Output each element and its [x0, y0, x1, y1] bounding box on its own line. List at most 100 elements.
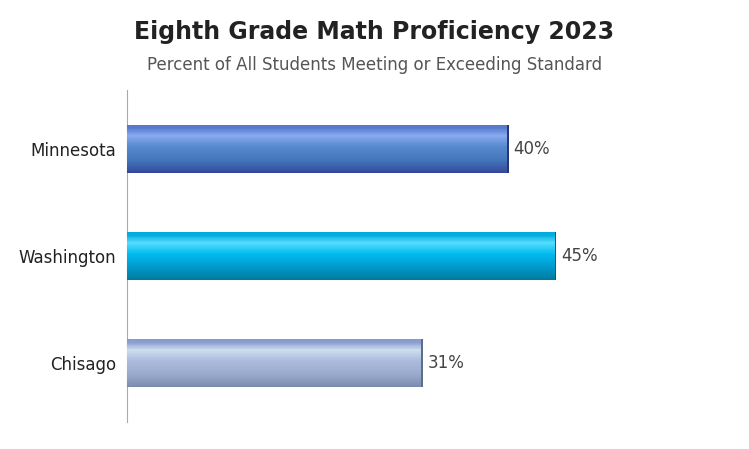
Bar — [127, 269, 557, 270]
Bar — [127, 384, 423, 385]
Bar — [127, 345, 423, 346]
Bar — [127, 363, 423, 364]
Bar — [127, 234, 557, 235]
Bar — [127, 252, 557, 253]
Bar — [127, 277, 557, 278]
Bar — [127, 235, 557, 236]
Bar — [127, 386, 423, 387]
Bar — [127, 133, 509, 134]
Bar — [127, 161, 509, 162]
Bar — [127, 379, 423, 380]
Bar — [127, 236, 557, 237]
Bar — [127, 154, 509, 155]
Bar — [127, 146, 509, 147]
Bar — [127, 377, 423, 378]
Bar — [127, 374, 423, 375]
Bar — [127, 142, 509, 143]
Bar — [127, 275, 557, 276]
Bar — [127, 253, 557, 254]
Bar — [127, 256, 557, 257]
Bar — [127, 243, 557, 244]
Bar — [127, 343, 423, 344]
Bar — [127, 351, 423, 352]
Bar — [127, 141, 509, 142]
Bar — [127, 272, 557, 273]
Bar — [127, 262, 557, 263]
Bar — [127, 143, 509, 144]
Bar — [127, 260, 557, 261]
Bar — [127, 163, 509, 164]
Bar — [127, 151, 509, 152]
Bar — [127, 160, 509, 161]
Bar — [127, 130, 509, 131]
Bar — [127, 238, 557, 239]
Bar — [127, 353, 423, 354]
Bar — [127, 339, 423, 340]
Bar — [127, 355, 423, 356]
Bar — [127, 170, 509, 171]
Bar — [127, 144, 509, 145]
Bar — [127, 279, 557, 280]
Bar — [127, 232, 557, 233]
Bar — [127, 371, 423, 372]
Bar — [127, 245, 557, 246]
Bar — [127, 270, 557, 271]
Bar — [127, 257, 557, 258]
Bar — [127, 364, 423, 365]
Text: Eighth Grade Math Proficiency 2023: Eighth Grade Math Proficiency 2023 — [134, 20, 615, 44]
Text: Percent of All Students Meeting or Exceeding Standard: Percent of All Students Meeting or Excee… — [147, 56, 602, 74]
Bar — [127, 383, 423, 384]
Bar — [127, 134, 509, 135]
Bar — [127, 128, 509, 129]
Bar — [127, 273, 557, 274]
Bar — [127, 258, 557, 259]
Bar — [127, 157, 509, 158]
Bar — [127, 254, 557, 255]
Bar — [127, 356, 423, 357]
Bar — [127, 167, 509, 168]
Bar — [127, 378, 423, 379]
Bar — [127, 241, 557, 242]
Bar — [127, 350, 423, 351]
Bar — [127, 265, 557, 266]
Bar — [127, 274, 557, 275]
Bar — [127, 246, 557, 247]
Bar — [127, 239, 557, 240]
Bar — [555, 232, 557, 280]
Bar — [127, 342, 423, 343]
Bar — [127, 139, 509, 140]
Bar — [127, 131, 509, 132]
Bar — [127, 127, 509, 128]
Bar — [507, 125, 509, 173]
Bar — [127, 370, 423, 371]
Bar — [127, 365, 423, 366]
Bar — [127, 372, 423, 373]
Bar — [422, 339, 423, 387]
Bar — [127, 354, 423, 355]
Bar — [127, 357, 423, 358]
Bar — [127, 249, 557, 250]
Bar — [127, 278, 557, 279]
Bar — [127, 360, 423, 361]
Bar — [127, 162, 509, 163]
Bar — [127, 126, 509, 127]
Bar — [127, 263, 557, 264]
Bar — [127, 248, 557, 249]
Bar — [127, 135, 509, 136]
Bar — [127, 261, 557, 262]
Bar — [127, 344, 423, 345]
Bar — [127, 366, 423, 367]
Bar — [127, 136, 509, 137]
Bar — [127, 129, 509, 130]
Text: 31%: 31% — [428, 354, 464, 372]
Bar — [127, 352, 423, 353]
Bar — [127, 172, 509, 173]
Bar — [127, 147, 509, 148]
Bar — [127, 255, 557, 256]
Bar — [127, 250, 557, 251]
Bar — [127, 341, 423, 342]
Bar — [127, 237, 557, 238]
Bar — [127, 159, 509, 160]
Bar — [127, 268, 557, 269]
Bar — [127, 276, 557, 277]
